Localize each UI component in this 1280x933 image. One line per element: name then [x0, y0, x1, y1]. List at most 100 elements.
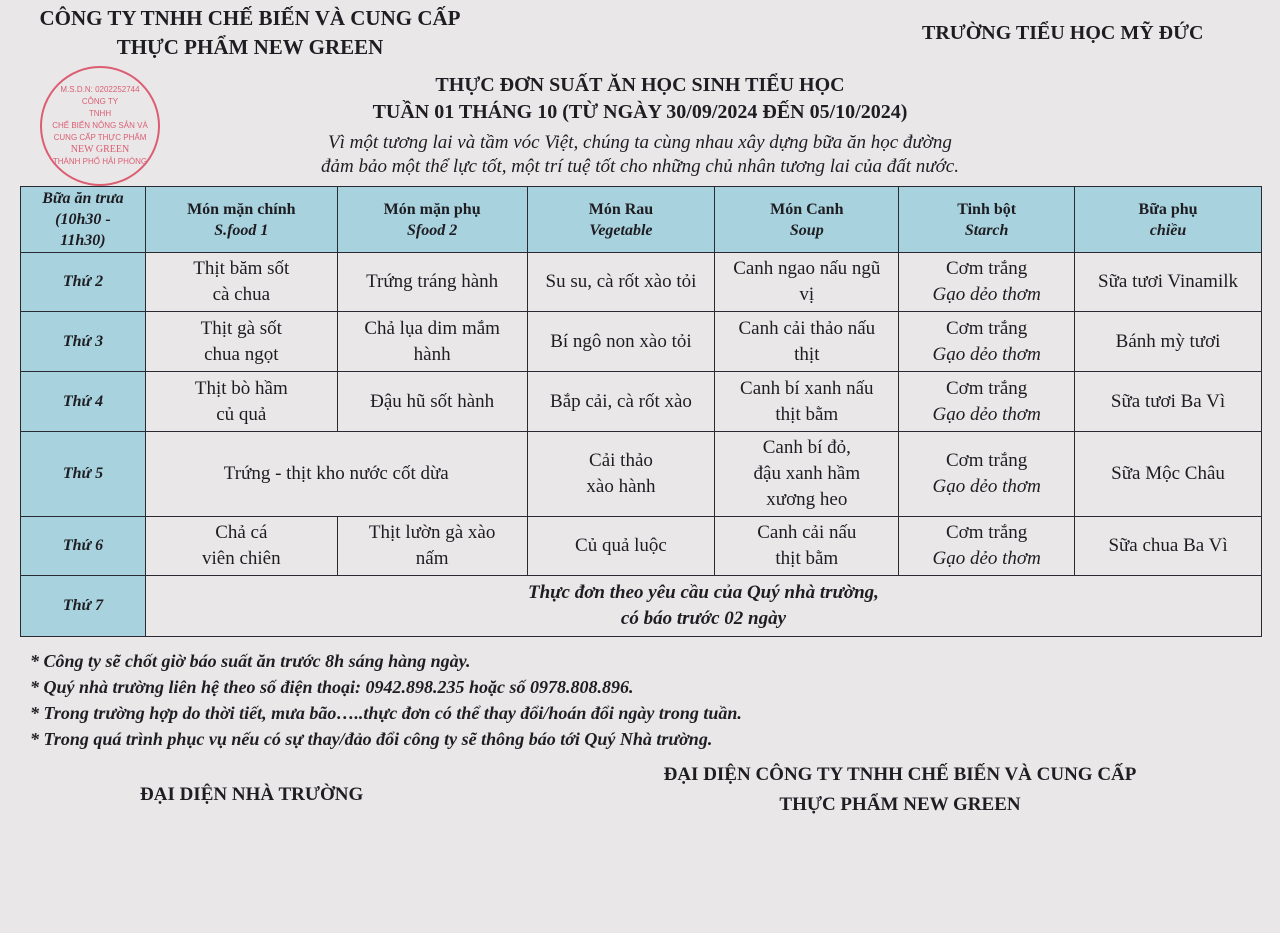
menu-cell: Chả lụa dim mắm hành	[336, 311, 528, 372]
table-row: Thứ 7 Thực đơn theo yêu cầu của Quý nhà t…	[20, 575, 1263, 637]
column-header: Món Canh Soup	[714, 186, 900, 253]
day-cell: Thứ 2	[20, 252, 146, 312]
cell-line: Sữa Mộc Châu	[1111, 463, 1225, 484]
cell-line: Món mặn chính	[187, 200, 296, 218]
cell-line: Củ quả luộc	[575, 535, 667, 556]
cell-line: Thịt gà sốt	[200, 317, 282, 339]
cell-line: Thứ 2	[62, 273, 104, 290]
cell-line: Thực đơn theo yêu cầu của Quý nhà trường…	[528, 582, 879, 603]
cell-line: Thịt băm sốt	[193, 258, 290, 279]
cell-line: thịt bằm	[775, 403, 839, 425]
stamp-top-text: CÔNG TY	[81, 97, 119, 106]
cell-line: 11h30)	[60, 232, 106, 249]
cell-line: Bắp cải, cà rốt xào	[550, 390, 692, 412]
slogan-line2: đảm bảo một thể lực tốt, một trí tuệ tốt…	[320, 156, 959, 177]
cell-line: Tinh bột	[957, 200, 1017, 218]
cell-line: nấm	[415, 548, 449, 569]
cell-line: Thứ 7	[62, 597, 104, 614]
day-cell: Thứ 7	[20, 575, 146, 637]
cell-line: Thịt lườn gà xào	[368, 522, 496, 543]
column-header: Bữa ăn trưa (10h30 - 11h30)	[20, 186, 146, 253]
cell-line: Đậu hũ sốt hành	[370, 390, 495, 412]
note: * Trong quá trình phục vụ nếu có sự thay…	[30, 729, 713, 749]
cell-line: đậu xanh hầm	[753, 463, 861, 484]
cell-line: Bí ngô non xào tỏi	[550, 330, 692, 352]
cell-line: Bữa ăn trưa	[42, 190, 124, 207]
cell-line: vị	[799, 284, 815, 305]
company-stamp: M.S.D.N: 0202252744 CÔNG TY TNHH CHẾ BIẾ…	[40, 66, 160, 186]
cell-line: Cơm trắng	[946, 450, 1028, 471]
stamp-line: TNHH	[88, 109, 112, 118]
company-signature-line2: THỰC PHẨM NEW GREEN	[779, 794, 1021, 815]
cell-line: Gạo dẻo thơm	[932, 403, 1041, 425]
cell-line: Cải thảo	[589, 450, 653, 471]
cell-line: có báo trước 02 ngày	[620, 608, 787, 629]
menu-cell: Trứng tráng hành	[336, 252, 528, 312]
cell-line: Starch	[964, 221, 1009, 239]
company-signature: ĐẠI DIỆN CÔNG TY TNHH CHẾ BIẾN VÀ CUNG C…	[600, 760, 1200, 820]
table-row: Thứ 2 Thịt băm sốt cà chua Trứng tráng hành…	[20, 252, 1262, 312]
stamp-bottom-text: THÀNH PHỐ HẢI PHÒNG	[52, 157, 148, 166]
cell-line: Sfood 2	[407, 221, 458, 239]
menu-cell: Bắp cải, cà rốt xào	[526, 371, 716, 432]
cell-line: Cơm trắng	[946, 377, 1028, 399]
note: * Công ty sẽ chốt giờ báo suất ăn trước …	[30, 651, 471, 671]
cell-line: (10h30 -	[55, 211, 111, 228]
starch-cell: Cơm trắng Gạo dẻo thơm	[898, 431, 1076, 517]
menu-cell: Chả cá viên chiên	[144, 516, 338, 576]
snack-cell: Sữa tươi Vinamilk	[1074, 252, 1262, 312]
column-header: Bữa phụ chiều	[1074, 186, 1262, 253]
day-cell: Thứ 3	[20, 311, 146, 372]
menu-cell: Thịt lườn gà xào nấm	[336, 516, 528, 576]
menu-cell: Đậu hũ sốt hành	[336, 371, 528, 432]
cell-line: Sữa tươi Vinamilk	[1098, 271, 1239, 292]
cell-line: hành	[413, 343, 451, 365]
cell-line: Su su, cà rốt xào tỏi	[545, 271, 697, 292]
column-header: Món mặn chính S.food 1	[144, 186, 338, 253]
notes: * Công ty sẽ chốt giờ báo suất ăn trước …	[30, 648, 742, 752]
cell-line: Canh bí đỏ,	[762, 437, 851, 458]
menu-cell: Canh bí đỏ, đậu xanh hầm xương heo	[714, 431, 900, 517]
column-header: Món mặn phụ Sfood 2	[336, 186, 528, 253]
cell-line: Món mặn phụ	[383, 200, 481, 218]
day-cell: Thứ 4	[20, 371, 146, 432]
cell-line: Canh bí xanh nấu	[740, 377, 874, 399]
cell-line: củ quả	[216, 403, 267, 425]
menu-title: THỰC ĐƠN SUẤT ĂN HỌC SINH TIỂU HỌC TUẦN …	[330, 72, 950, 126]
company-line2: THỰC PHẨM NEW GREEN	[116, 35, 384, 59]
cell-line: Gạo dẻo thơm	[932, 284, 1041, 305]
cell-line: thịt bằm	[775, 548, 839, 569]
column-header: Món Rau Vegetable	[526, 186, 716, 253]
starch-cell: Cơm trắng Gạo dẻo thơm	[898, 311, 1076, 372]
menu-cell: Thịt bò hầm củ quả	[144, 371, 338, 432]
cell-line: cà chua	[212, 284, 271, 305]
cell-line: Cơm trắng	[946, 258, 1028, 279]
menu-cell: Thịt băm sốt cà chua	[144, 252, 338, 312]
menu-cell: Cải thảo xào hành	[526, 431, 716, 517]
header-row: Bữa ăn trưa (10h30 - 11h30) Món mặn chính S.…	[20, 186, 1262, 253]
cell-line: Thứ 3	[62, 332, 104, 350]
cell-line: Chả lụa dim mắm	[364, 317, 500, 339]
cell-line: Canh cải nấu	[757, 522, 857, 543]
day-cell: Thứ 5	[20, 431, 146, 517]
cell-line: Thứ 6	[62, 537, 104, 554]
column-header: Tinh bột Starch	[898, 186, 1076, 253]
cell-line: Trứng - thịt kho nước cốt dừa	[223, 463, 449, 484]
cell-line: S.food 1	[214, 221, 269, 239]
slogan-line1: Vì một tương lai và tầm vóc Việt, chúng …	[328, 132, 952, 153]
cell-line: thịt	[794, 343, 820, 365]
menu-table: Bữa ăn trưa (10h30 - 11h30) Món mặn chính S.…	[20, 186, 1263, 637]
menu-cell: Bí ngô non xào tỏi	[526, 311, 716, 372]
cell-line: Sữa tươi Ba Vì	[1110, 390, 1226, 412]
stamp-line: CHẾ BIẾN NÔNG SẢN VÀ	[52, 121, 148, 130]
cell-line: Gạo dẻo thơm	[932, 476, 1041, 497]
table-row: Thứ 6 Chả cá viên chiên Thịt lườn gà xào nấm…	[20, 516, 1262, 576]
cell-line: Gạo dẻo thơm	[932, 548, 1041, 569]
cell-line: Bánh mỳ tươi	[1115, 330, 1221, 352]
slogan: Vì một tương lai và tầm vóc Việt, chúng …	[250, 131, 1030, 179]
snack-cell: Sữa tươi Ba Vì	[1074, 371, 1262, 432]
stamp-line: CUNG CẤP THỰC PHẨM	[53, 133, 147, 142]
cell-line: Trứng tráng hành	[366, 271, 499, 292]
menu-cell: Su su, cà rốt xào tỏi	[526, 252, 716, 312]
snack-cell: Bánh mỳ tươi	[1074, 311, 1262, 372]
